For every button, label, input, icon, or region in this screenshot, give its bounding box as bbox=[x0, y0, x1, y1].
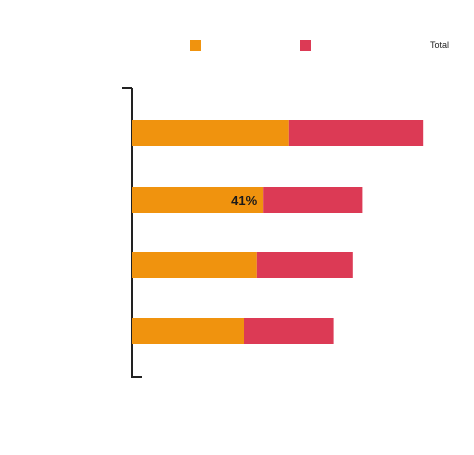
legend-item-total: Total bbox=[430, 40, 449, 50]
bar-somewhat-4 bbox=[132, 318, 244, 344]
bar-somewhat-2 bbox=[132, 187, 264, 213]
legend-item-great-extent bbox=[300, 40, 316, 51]
bar-somewhat-1 bbox=[132, 120, 289, 146]
bar-somewhat-3 bbox=[132, 252, 257, 278]
bar-great-extent-1 bbox=[288, 120, 424, 146]
bar-great-extent-2 bbox=[263, 187, 363, 213]
bar-great-extent-3 bbox=[256, 252, 353, 278]
legend-swatch-great-extent bbox=[300, 40, 311, 51]
legend-swatch-somewhat bbox=[190, 40, 201, 51]
legend-item-somewhat bbox=[190, 40, 206, 51]
bar-great-extent-4 bbox=[244, 318, 334, 344]
bar-value-label-somewhat-2: 41% bbox=[231, 193, 257, 208]
legend-label-total: Total bbox=[430, 40, 450, 50]
legend: Total bbox=[190, 40, 470, 56]
